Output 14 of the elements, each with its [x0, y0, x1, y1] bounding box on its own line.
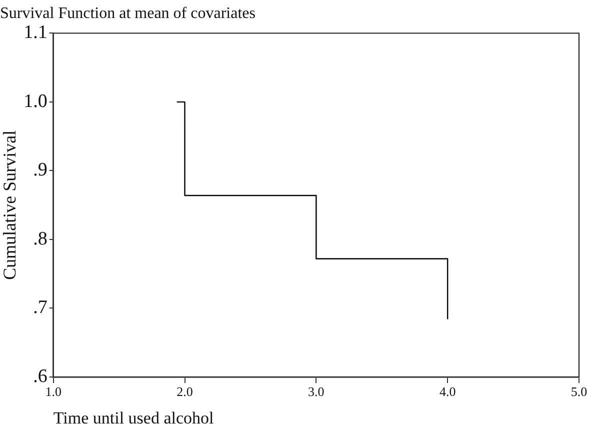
x-tick-label: 3.0: [308, 384, 324, 400]
x-tick-label: 1.0: [45, 384, 62, 400]
y-tick-label: .8: [33, 228, 48, 250]
chart-title: Survival Function at mean of covariates: [0, 4, 256, 22]
y-tick-label: .9: [33, 160, 48, 181]
y-tick-label: 1.1: [24, 22, 48, 44]
y-tick-label: 1.0: [24, 90, 48, 112]
x-tick-label: 2.0: [176, 384, 193, 400]
x-tick-label: 5.0: [570, 384, 588, 400]
y-axis-title: Cumulative Survival: [0, 130, 20, 280]
x-tick-label: 4.0: [439, 384, 456, 400]
y-tick-label: .6: [33, 366, 48, 387]
y-tick-label: .7: [33, 297, 48, 318]
x-axis-title: Time until used alcohol: [53, 408, 214, 428]
